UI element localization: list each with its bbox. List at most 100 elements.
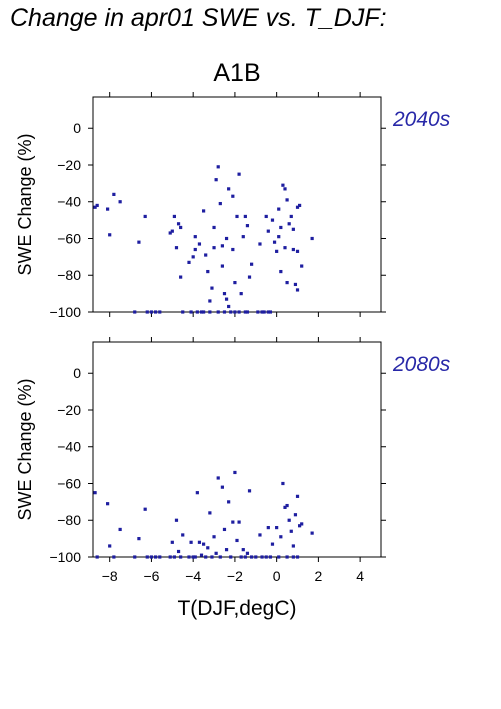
y-tick-label: −40 [57,439,81,455]
data-point [281,183,285,187]
data-point [93,491,97,495]
data-point [176,549,181,554]
data-point [250,262,254,266]
y-tick-label: −60 [57,230,81,246]
data-point [291,544,295,548]
data-point [231,520,235,524]
data-point [258,533,262,537]
data-point [172,555,176,559]
data-point [179,225,183,230]
data-point [170,540,174,544]
data-point [237,520,241,524]
data-point [212,246,216,250]
data-point [210,555,214,559]
data-point [285,555,289,559]
data-point [189,540,193,544]
data-point [256,310,260,314]
data-point [218,201,222,206]
data-point [220,244,224,248]
page-title: Change in apr01 SWE vs. T_DJF: [10,4,387,32]
data-point [197,540,202,544]
data-point [264,555,268,559]
data-point [229,310,233,314]
data-point [233,280,237,285]
data-point [206,546,210,550]
data-point [137,240,141,244]
data-point [283,246,287,250]
data-point [106,502,110,506]
data-point [187,260,191,264]
data-point [285,280,289,285]
data-point [245,551,250,555]
data-point [133,310,137,314]
data-point [195,310,199,314]
data-point [133,555,137,559]
data-point [108,544,112,548]
data-point [210,286,214,290]
y-tick-label: −100 [49,304,81,320]
data-point [287,222,291,226]
data-point [231,247,235,252]
data-point [193,247,197,252]
data-point [224,236,229,241]
x-tick-label: −2 [227,568,243,584]
data-point [149,310,154,314]
data-point [118,527,122,532]
data-point [227,187,231,191]
data-point [291,555,295,559]
data-point [112,555,116,559]
data-point [295,249,300,253]
data-point [154,310,158,314]
y-axis-label: SWE Change (%) [15,133,35,275]
data-point [266,525,270,530]
data-point [216,165,220,169]
data-point [179,275,183,279]
data-point [279,225,283,230]
data-point [176,222,181,226]
data-point [241,548,245,552]
data-point [272,240,277,244]
period-label: 2040s [392,108,451,131]
data-point [208,511,212,515]
data-point [212,225,216,230]
data-point [174,518,179,522]
data-point [295,288,300,292]
data-point [279,535,283,539]
data-point [295,555,300,559]
data-point [202,310,206,314]
x-tick-label: −6 [143,568,159,584]
data-point [191,255,195,259]
data-point [145,310,149,314]
data-point [260,310,264,314]
data-point [212,535,216,539]
y-tick-label: −60 [57,475,81,491]
data-point [224,548,229,552]
data-point [187,555,191,559]
x-tick-label: −8 [102,568,118,584]
data-point [204,253,208,257]
data-point [293,282,298,287]
data-point [95,203,99,208]
data-point [181,533,185,537]
data-point [214,178,218,182]
data-point [239,555,243,559]
data-point [231,194,235,198]
data-point [208,299,212,303]
plot-frame [92,96,382,313]
data-point [206,269,210,274]
data-point [300,264,304,268]
data-point [258,242,262,246]
data-point [191,555,195,559]
data-point [235,538,239,543]
data-point [245,224,250,228]
y-tick-label: −40 [57,194,81,210]
data-point [275,525,279,530]
data-point [247,489,252,493]
data-point [254,555,258,559]
data-point [154,555,158,559]
data-point [108,233,112,237]
data-point [291,247,295,252]
data-point [283,505,287,509]
data-point [199,310,204,314]
